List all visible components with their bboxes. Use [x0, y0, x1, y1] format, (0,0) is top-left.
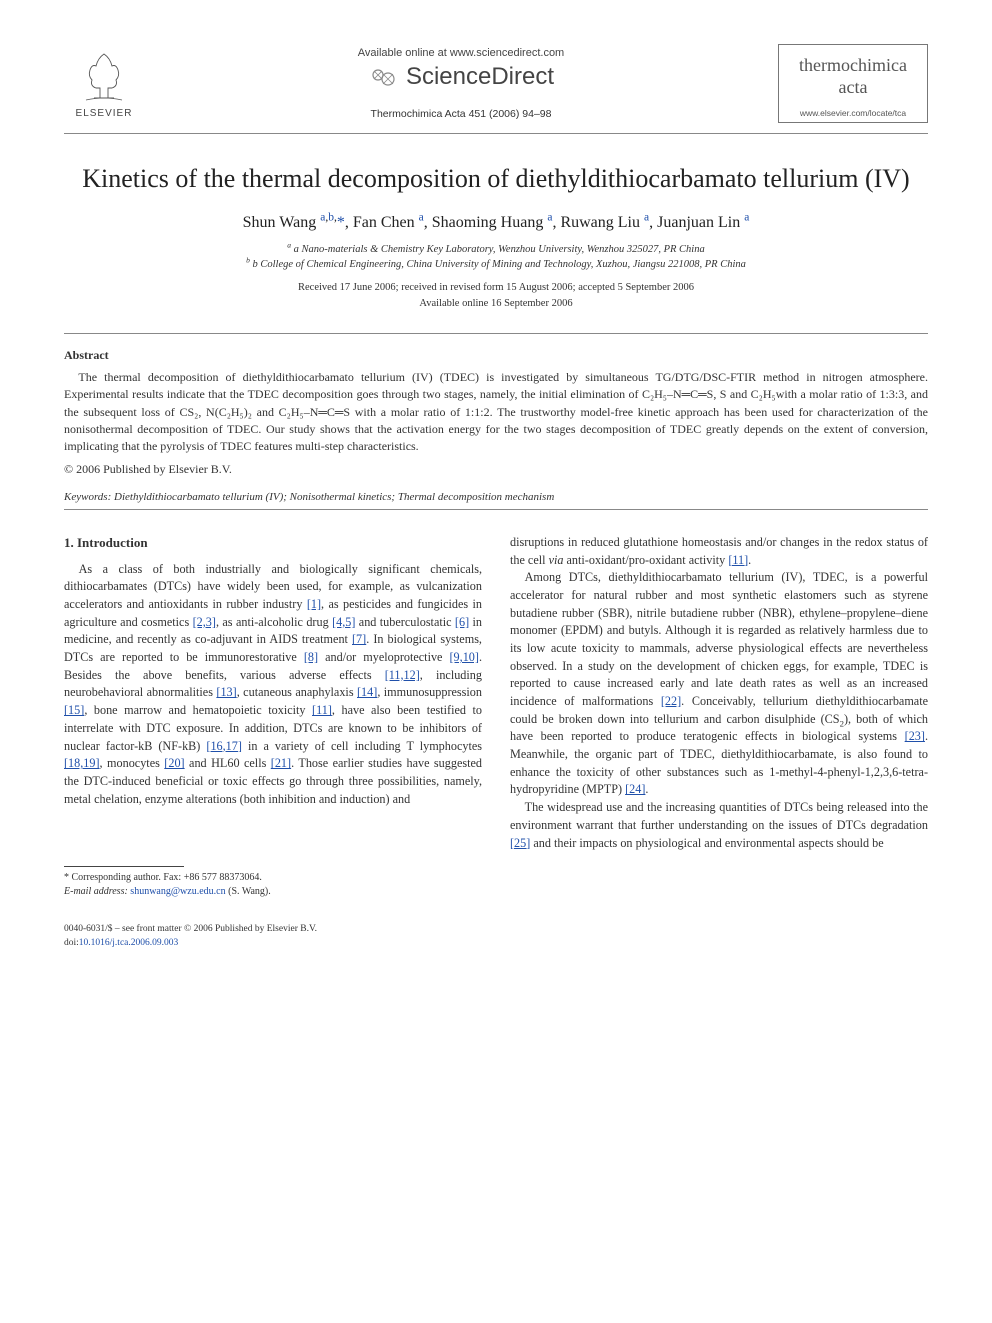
- affiliation-b: b b College of Chemical Engineering, Chi…: [64, 257, 928, 272]
- cite-22[interactable]: [22]: [661, 694, 681, 708]
- cite-15[interactable]: [15]: [64, 703, 84, 717]
- abstract-body: The thermal decomposition of diethyldith…: [64, 369, 928, 456]
- header: ELSEVIER Available online at www.science…: [64, 44, 928, 131]
- cite-21[interactable]: [21]: [271, 756, 291, 770]
- elsevier-tree-icon: [78, 48, 130, 106]
- corresponding-footnote: * Corresponding author. Fax: +86 577 883…: [64, 871, 482, 899]
- cite-11-12[interactable]: [11,12]: [385, 668, 420, 682]
- publisher-logo-block: ELSEVIER: [64, 48, 144, 119]
- cite-4-5[interactable]: [4,5]: [332, 615, 355, 629]
- affil-link-a3[interactable]: a: [547, 212, 552, 224]
- copyright-line: © 2006 Published by Elsevier B.V.: [64, 462, 928, 477]
- corr-email-link[interactable]: shunwang@wzu.edu.cn: [130, 886, 225, 897]
- journal-url: www.elsevier.com/locate/tca: [779, 108, 927, 118]
- dates-line2: Available online 16 September 2006: [64, 296, 928, 311]
- sciencedirect-icon: [368, 63, 400, 91]
- journal-citation: Thermochimica Acta 451 (2006) 94–98: [144, 108, 778, 120]
- affil-link-a5[interactable]: a: [744, 212, 749, 224]
- cite-20[interactable]: [20]: [164, 756, 184, 770]
- body-columns: 1. Introduction As a class of both indus…: [64, 534, 928, 899]
- sciencedirect-text: ScienceDirect: [406, 63, 554, 91]
- keywords-text: Diethyldithiocarbamato tellurium (IV); N…: [114, 491, 554, 503]
- journal-cover-box: thermochimica acta www.elsevier.com/loca…: [778, 44, 928, 123]
- cite-6[interactable]: [6]: [455, 615, 469, 629]
- intro-para-3: The widespread use and the increasing qu…: [510, 799, 928, 852]
- corr-author-text: * Corresponding author. Fax: +86 577 883…: [64, 871, 482, 885]
- affil-link-a4[interactable]: a: [644, 212, 649, 224]
- abstract-top-rule: [64, 333, 928, 334]
- cite-24[interactable]: [24]: [625, 782, 645, 796]
- intro-para-1: As a class of both industrially and biol…: [64, 561, 482, 809]
- dates-line1: Received 17 June 2006; received in revis…: [64, 280, 928, 295]
- header-center: Available online at www.sciencedirect.co…: [144, 47, 778, 120]
- cite-1[interactable]: [1]: [307, 597, 321, 611]
- keywords-label: Keywords:: [64, 491, 111, 503]
- cite-23[interactable]: [23]: [905, 729, 925, 743]
- cite-9-10[interactable]: [9,10]: [450, 650, 479, 664]
- cite-11c[interactable]: [11]: [728, 553, 748, 567]
- cite-14[interactable]: [14]: [357, 685, 377, 699]
- page-footer: 0040-6031/$ – see front matter © 2006 Pu…: [64, 923, 928, 950]
- affiliation-a: a a Nano-materials & Chemistry Key Labor…: [64, 242, 928, 257]
- author-list: Shun Wang a,b,*, Fan Chen a, Shaoming Hu…: [64, 214, 928, 232]
- affiliation-b-text: b College of Chemical Engineering, China…: [253, 259, 746, 270]
- keywords-line: Keywords: Diethyldithiocarbamato telluri…: [64, 491, 928, 503]
- affil-link-b[interactable]: b: [328, 212, 334, 224]
- cite-11b[interactable]: [11]: [312, 703, 332, 717]
- abstract-bottom-rule: [64, 509, 928, 510]
- elsevier-label: ELSEVIER: [76, 108, 133, 119]
- cite-18-19[interactable]: [18,19]: [64, 756, 100, 770]
- cite-2-3[interactable]: [2,3]: [193, 615, 216, 629]
- footnote-rule: [64, 866, 184, 867]
- article-title: Kinetics of the thermal decomposition of…: [64, 162, 928, 196]
- affil-link-a[interactable]: a: [320, 212, 325, 224]
- cite-8[interactable]: [8]: [304, 650, 318, 664]
- affiliation-a-text: a Nano-materials & Chemistry Key Laborat…: [294, 244, 705, 255]
- section-1-heading: 1. Introduction: [64, 534, 482, 553]
- cite-16-17[interactable]: [16,17]: [206, 739, 242, 753]
- cite-7[interactable]: [7]: [352, 632, 366, 646]
- email-label: E-mail address:: [64, 886, 128, 897]
- journal-name: thermochimica acta: [785, 55, 921, 98]
- left-column: 1. Introduction As a class of both indus…: [64, 534, 482, 899]
- header-rule: [64, 133, 928, 134]
- email-author: (S. Wang).: [228, 886, 271, 897]
- cite-13[interactable]: [13]: [216, 685, 236, 699]
- front-matter-line: 0040-6031/$ – see front matter © 2006 Pu…: [64, 923, 928, 936]
- affil-link-a2[interactable]: a: [419, 212, 424, 224]
- doi-label: doi:: [64, 938, 79, 948]
- intro-para-2: Among DTCs, diethyldithiocarbamato tellu…: [510, 569, 928, 799]
- corr-author-link[interactable]: *: [337, 214, 345, 231]
- abstract-heading: Abstract: [64, 348, 928, 363]
- doi-link[interactable]: 10.1016/j.tca.2006.09.003: [79, 938, 178, 948]
- sciencedirect-logo: ScienceDirect: [368, 63, 554, 91]
- intro-para-1-cont: disruptions in reduced glutathione homeo…: [510, 534, 928, 569]
- cite-25[interactable]: [25]: [510, 836, 530, 850]
- right-column: disruptions in reduced glutathione homeo…: [510, 534, 928, 899]
- available-online-text: Available online at www.sciencedirect.co…: [144, 47, 778, 59]
- page-root: ELSEVIER Available online at www.science…: [0, 0, 992, 980]
- article-dates: Received 17 June 2006; received in revis…: [64, 280, 928, 310]
